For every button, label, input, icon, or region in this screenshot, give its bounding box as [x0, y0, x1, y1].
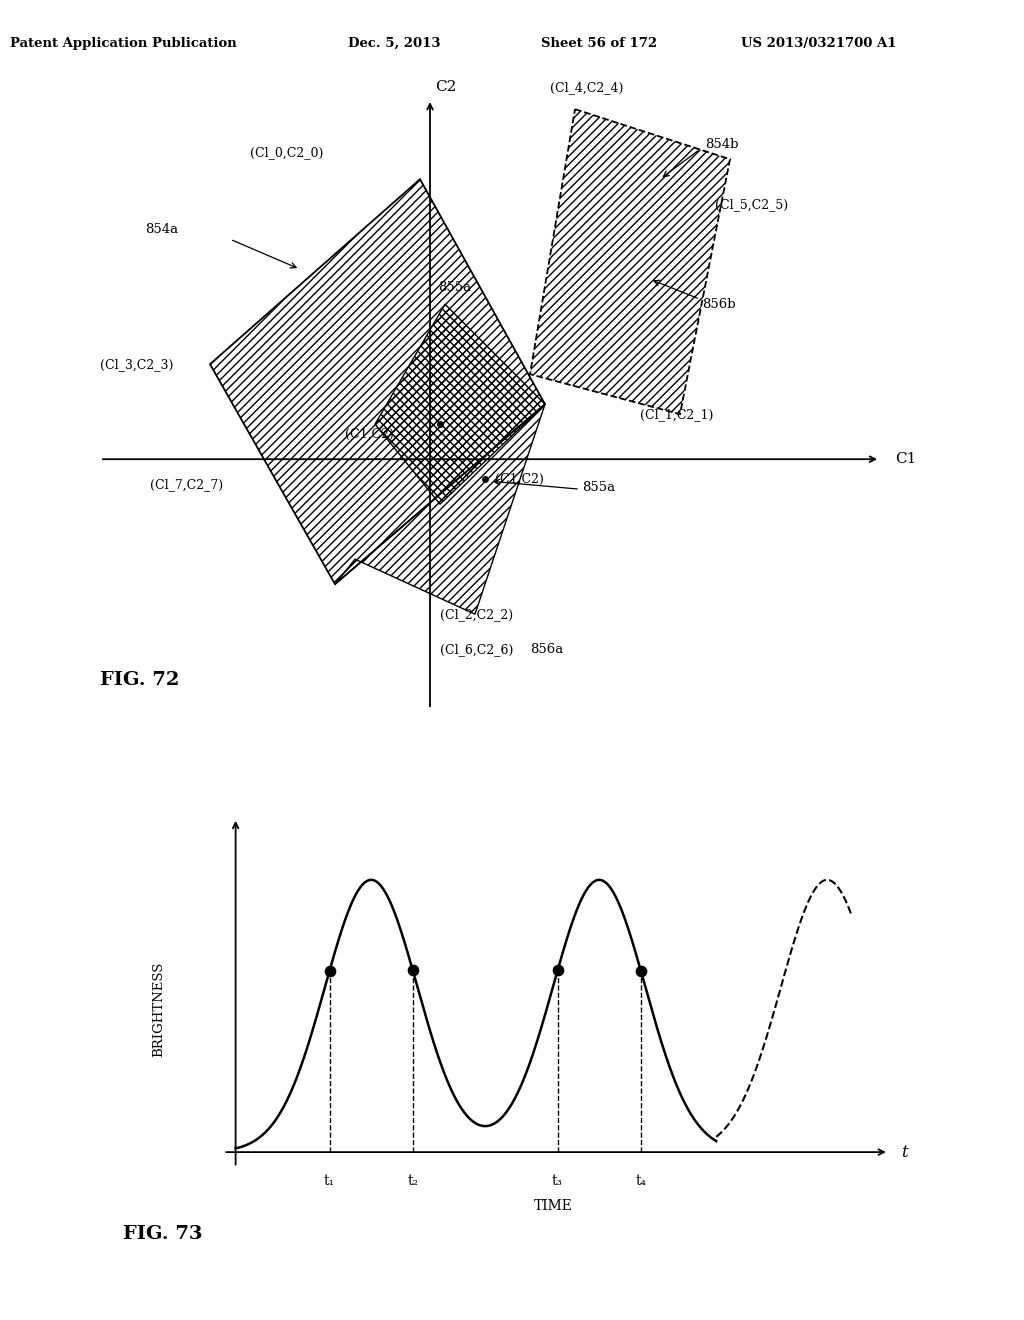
Text: US 2013/0321700 A1: US 2013/0321700 A1	[741, 37, 897, 50]
Text: (Cl_6,C2_6): (Cl_6,C2_6)	[440, 643, 513, 656]
Text: Sheet 56 of 172: Sheet 56 of 172	[541, 37, 657, 50]
Point	[322, 960, 338, 981]
Text: t₁: t₁	[324, 1173, 335, 1188]
Text: (Cl_3,C2_3): (Cl_3,C2_3)	[100, 358, 173, 371]
Text: (Cl_2,C2_2): (Cl_2,C2_2)	[440, 607, 513, 620]
Text: Dec. 5, 2013: Dec. 5, 2013	[348, 37, 440, 50]
Text: BRIGHTNESS: BRIGHTNESS	[153, 962, 165, 1057]
Text: 854a: 854a	[145, 223, 178, 236]
Point	[404, 960, 421, 981]
Text: (C1,C2): (C1,C2)	[495, 473, 544, 486]
Text: t₂: t₂	[408, 1173, 419, 1188]
Text: (Cl_0,C2_0): (Cl_0,C2_0)	[250, 147, 324, 160]
Text: FIG. 73: FIG. 73	[123, 1225, 203, 1243]
Text: t: t	[901, 1143, 907, 1160]
Text: FIG. 72: FIG. 72	[100, 671, 179, 689]
Text: 856b: 856b	[702, 298, 735, 310]
Text: Patent Application Publication: Patent Application Publication	[9, 37, 237, 50]
Text: C1: C1	[895, 453, 916, 466]
Text: t₃: t₃	[552, 1173, 563, 1188]
Text: 855a: 855a	[582, 480, 615, 494]
Text: (Cl_1,C2_1): (Cl_1,C2_1)	[640, 408, 714, 421]
Point	[633, 960, 649, 981]
Text: (C1,C2): (C1,C2)	[345, 428, 394, 441]
Text: 854b: 854b	[705, 137, 738, 150]
Text: (Cl_7,C2_7): (Cl_7,C2_7)	[150, 478, 223, 491]
Text: TIME: TIME	[534, 1199, 572, 1213]
Text: C2: C2	[435, 81, 457, 94]
Text: 856a: 856a	[530, 643, 563, 656]
Text: t₄: t₄	[635, 1173, 646, 1188]
Text: 855a: 855a	[438, 281, 471, 294]
Text: (Cl_4,C2_4): (Cl_4,C2_4)	[550, 82, 624, 94]
Point	[550, 960, 566, 981]
Text: (Cl_5,C2_5): (Cl_5,C2_5)	[715, 198, 788, 211]
